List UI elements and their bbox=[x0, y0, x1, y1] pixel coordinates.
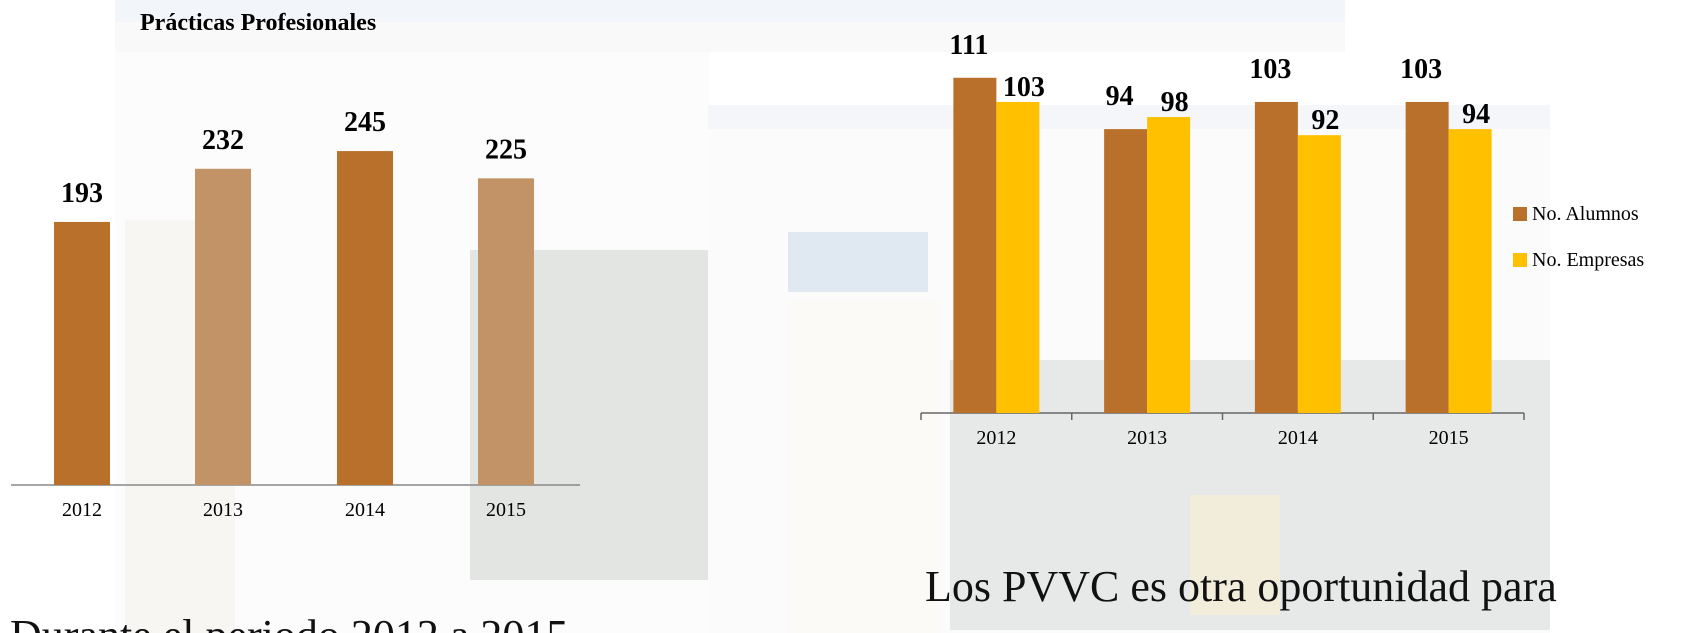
data-label: 245 bbox=[344, 107, 386, 138]
bar bbox=[1449, 129, 1492, 413]
caption: Durante el periodo 2012 a 2015 bbox=[10, 611, 568, 633]
bar bbox=[1298, 135, 1341, 413]
bar bbox=[1255, 102, 1298, 413]
x-tick-label: 2015 bbox=[486, 499, 526, 521]
bar bbox=[1104, 129, 1147, 413]
x-tick-label: 2012 bbox=[976, 427, 1016, 449]
data-label: 103 bbox=[1003, 72, 1045, 103]
bar bbox=[195, 169, 251, 485]
data-label: 111 bbox=[949, 30, 988, 61]
x-tick-label: 2015 bbox=[1429, 427, 1469, 449]
slide: Prácticas Profesionales Durante el perio… bbox=[0, 0, 1682, 633]
data-label: 98 bbox=[1161, 87, 1189, 118]
bar bbox=[996, 102, 1039, 413]
data-label: 94 bbox=[1106, 81, 1134, 112]
page: Prácticas Profesionales Durante el perio… bbox=[0, 0, 1682, 633]
data-label: 225 bbox=[485, 134, 527, 165]
legend-swatch bbox=[1513, 207, 1527, 221]
legend-label: No. Empresas bbox=[1532, 249, 1644, 271]
bar bbox=[1406, 102, 1449, 413]
bar bbox=[953, 78, 996, 413]
x-tick-label: 2013 bbox=[203, 499, 243, 521]
data-label: 94 bbox=[1462, 99, 1490, 130]
x-tick-label: 2012 bbox=[62, 499, 102, 521]
data-label: 193 bbox=[61, 178, 103, 209]
bar bbox=[337, 151, 393, 485]
chart-title: Prácticas Profesionales bbox=[140, 10, 376, 36]
bar bbox=[1147, 117, 1190, 413]
legend-label: No. Alumnos bbox=[1532, 203, 1639, 225]
data-label: 232 bbox=[202, 125, 244, 156]
caption: Los PVVC es otra oportunidad para bbox=[925, 562, 1557, 611]
data-label: 92 bbox=[1311, 105, 1339, 136]
x-tick-label: 2014 bbox=[345, 499, 385, 521]
x-tick-label: 2013 bbox=[1127, 427, 1167, 449]
data-label: 103 bbox=[1249, 54, 1291, 85]
bar bbox=[54, 222, 110, 485]
bar bbox=[478, 178, 534, 485]
data-label: 103 bbox=[1400, 54, 1442, 85]
x-tick-label: 2014 bbox=[1278, 427, 1318, 449]
legend-swatch bbox=[1513, 253, 1527, 267]
